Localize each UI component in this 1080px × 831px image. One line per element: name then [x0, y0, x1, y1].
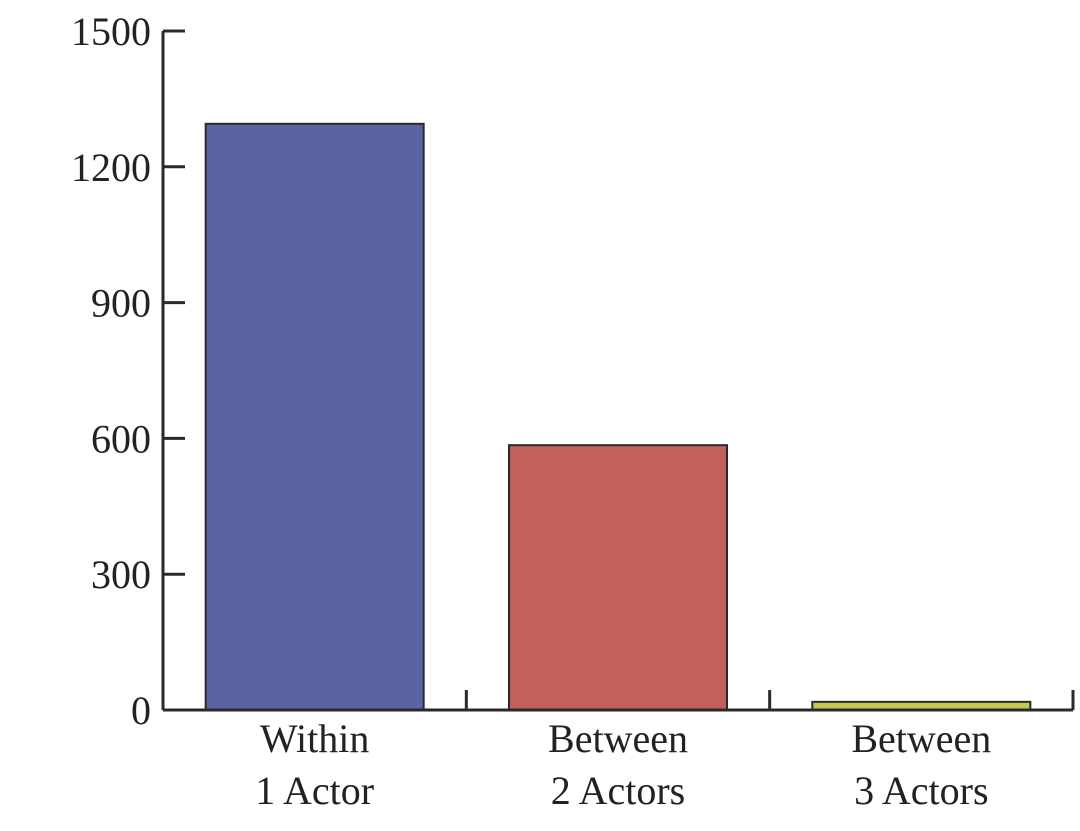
y-tick-label: 1500 [71, 9, 151, 54]
bars [204, 122, 1032, 711]
x-category-label: Between 3 Actors [851, 716, 991, 813]
bar [204, 122, 425, 711]
y-tick-label: 0 [131, 688, 151, 733]
x-axis-labels: Within 1 Actor Between 2 Actors Between 3 Act… [255, 716, 991, 813]
y-tick-label: 600 [91, 416, 151, 461]
x-category-label: Within 1 Actor [255, 716, 374, 813]
y-tick-label: 300 [91, 552, 151, 597]
x-category-label-line: Within [260, 716, 370, 761]
x-category-label-line: Between [851, 716, 991, 761]
x-category-label-line: 1 Actor [255, 768, 374, 813]
x-category-label-line: 2 Actors [551, 768, 685, 813]
y-tick-label: 1200 [71, 145, 151, 190]
x-category-label-line: Between [548, 716, 688, 761]
x-category-label-line: 3 Actors [854, 768, 988, 813]
bar [508, 444, 728, 711]
y-tick-label: 900 [91, 281, 151, 326]
y-axis-ticks: 0 300 600 900 1200 1500 [71, 9, 185, 733]
axes [161, 31, 1075, 712]
x-category-label: Between 2 Actors [548, 716, 688, 813]
